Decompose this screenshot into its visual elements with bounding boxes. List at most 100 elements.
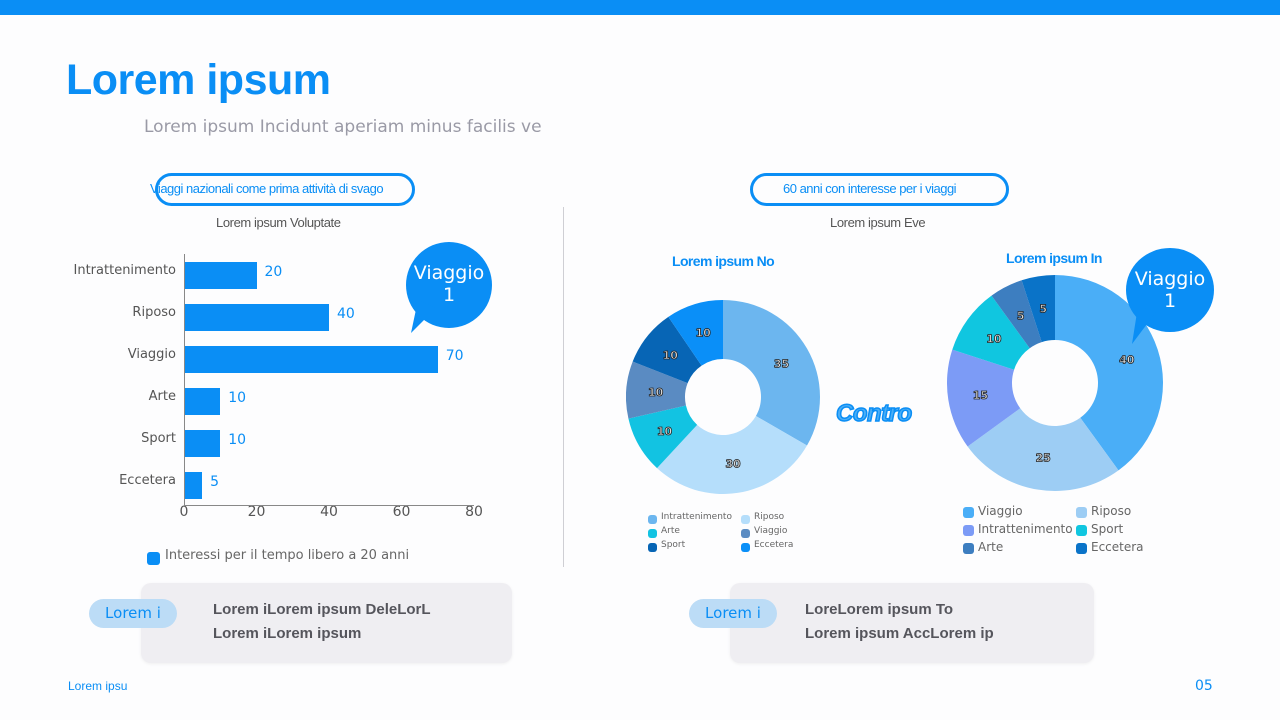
bar-value-label: 70: [445, 348, 464, 364]
donut-slice-value: 5: [1039, 302, 1047, 315]
donut-slice: [657, 416, 808, 494]
left-card-line2: Lorem iLorem ipsum: [213, 625, 362, 642]
legend-label: Eccetera: [1091, 540, 1144, 554]
bar-chart-x-axis: [184, 505, 474, 506]
bar: [184, 388, 221, 415]
legend-label: Intrattenimento: [661, 512, 732, 522]
right-bubble-tail: [1132, 306, 1156, 344]
top-accent-bar: [0, 0, 1280, 15]
right-card-tag: Lorem i: [689, 599, 777, 628]
page-title: Lorem ipsum: [66, 56, 331, 104]
donut-slice: [632, 316, 702, 384]
bar: [184, 346, 438, 373]
right-card-line1: LoreLorem ipsum To: [805, 601, 954, 618]
legend-swatch: [1076, 507, 1087, 518]
legend-swatch: [648, 529, 657, 538]
legend-label: Riposo: [754, 512, 785, 522]
donut-slice-value: 10: [648, 386, 664, 399]
bubble-line2: 1: [442, 284, 456, 306]
bar-category-label: Arte: [148, 389, 176, 404]
contro-label: Contro: [835, 399, 913, 428]
donut-slice: [626, 361, 688, 419]
donut-slice-value: 10: [986, 333, 1002, 346]
legend-label: Arte: [661, 526, 680, 536]
legend-label: Arte: [978, 540, 1004, 554]
legend-swatch: [963, 525, 974, 536]
x-tick-label: 40: [320, 504, 338, 520]
bar: [184, 304, 329, 331]
bar-value-label: 40: [337, 306, 355, 322]
x-tick-label: 80: [465, 504, 483, 520]
legend-label: Eccetera: [754, 540, 794, 550]
legend-swatch: [741, 529, 750, 538]
bar-value-label: 10: [228, 390, 247, 406]
right-speech-bubble: Viaggio 1: [1126, 248, 1214, 332]
right-card-line2: Lorem ipsum AccLorem ip: [805, 625, 994, 642]
right-pill-label: 60 anni con interesse per i viaggi: [783, 181, 957, 196]
donut-slice: [967, 408, 1119, 491]
donut-slice: [723, 300, 820, 446]
donut-slice-value: 40: [1119, 354, 1135, 367]
donut-slice: [1021, 275, 1055, 343]
legend-label: Sport: [1091, 522, 1124, 536]
donut-right-title: Lorem ipsum In: [1006, 250, 1102, 266]
bar-category-label: Eccetera: [119, 473, 176, 488]
left-card-tag: Lorem i: [89, 599, 177, 628]
bubble-line1: Viaggio: [413, 262, 485, 284]
donut-left-title: Lorem ipsum No: [672, 253, 775, 269]
right-pill-outline: [750, 173, 1009, 206]
page-subtitle: Lorem ipsum Incidunt aperiam minus facil…: [144, 117, 542, 137]
bar-chart-y-axis: [184, 254, 185, 506]
donut-slice: [628, 405, 698, 469]
left-card-line1: Lorem iLorem ipsum DeleLorL: [213, 601, 431, 618]
bar: [184, 472, 203, 499]
bar-value-label: 5: [210, 474, 220, 490]
bar-chart-caption: Lorem ipsum Voluptate: [216, 215, 341, 230]
donut-slice-value: 25: [1036, 452, 1051, 465]
x-tick-label: 20: [247, 504, 266, 520]
bar-category-label: Sport: [141, 431, 176, 446]
panel-divider: [563, 207, 564, 567]
legend-label: Sport: [661, 540, 686, 550]
bar-value-label: 10: [228, 432, 247, 448]
bubble-line1: Viaggio: [1134, 268, 1206, 290]
legend-swatch: [648, 543, 657, 552]
bubble-line2: 1: [1163, 290, 1177, 312]
left-pill-outline: [155, 173, 415, 206]
bar-category-label: Viaggio: [127, 347, 176, 362]
legend-swatch: [741, 543, 750, 552]
footer-text: Lorem ipsu: [68, 679, 128, 693]
donut-caption: Lorem ipsum Eve: [830, 215, 926, 230]
legend-swatch: [648, 515, 657, 524]
donut-slice-value: 5: [1017, 310, 1025, 323]
bar-legend-swatch: [147, 552, 160, 565]
donut-slice-value: 30: [725, 458, 741, 471]
left-bubble-tail: [411, 300, 436, 333]
donut-slice: [991, 280, 1042, 349]
bar-value-label: 20: [264, 264, 283, 280]
donut-slice-value: 10: [657, 425, 673, 438]
legend-swatch: [1076, 525, 1087, 536]
donut-slice-value: 10: [695, 326, 711, 339]
donut-slice-value: 35: [774, 357, 789, 370]
legend-label: Viaggio: [978, 504, 1023, 518]
legend-label: Viaggio: [754, 526, 788, 536]
donut-slice: [947, 349, 1021, 447]
bar-category-label: Intrattenimento: [73, 263, 176, 278]
donut-chart-left: 35 30 10 10 10 10: [626, 300, 820, 494]
donut-slice: [952, 295, 1030, 370]
bar: [184, 262, 257, 289]
page-number: 05: [1195, 678, 1213, 694]
right-info-card: [730, 583, 1094, 663]
legend-label: Riposo: [1091, 504, 1132, 518]
x-tick-label: 0: [179, 504, 189, 520]
left-info-card: [141, 583, 512, 663]
donut-slice-value: 15: [973, 389, 988, 402]
legend-swatch: [963, 507, 974, 518]
legend-swatch: [741, 515, 750, 524]
bar: [184, 430, 221, 457]
donut-slice-value: 10: [663, 349, 679, 362]
x-tick-label: 60: [392, 504, 411, 520]
legend-swatch: [1076, 543, 1087, 554]
left-pill-label: Viaggi nazionali come prima attività di …: [150, 181, 384, 196]
